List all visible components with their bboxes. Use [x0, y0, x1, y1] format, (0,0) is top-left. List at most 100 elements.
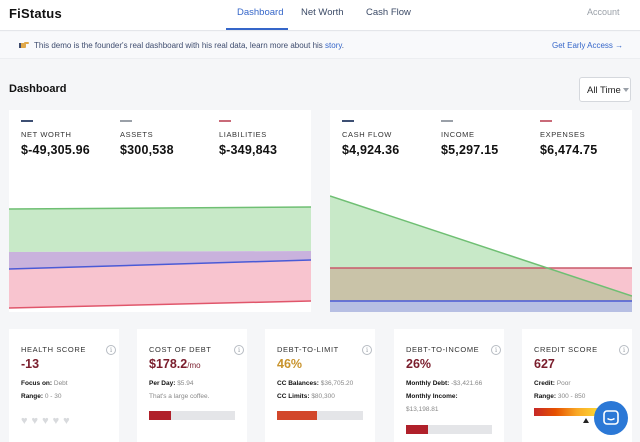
- debt-to-limit-title: DEBT-TO-LIMIT: [277, 345, 339, 354]
- cash-flow-chart[interactable]: [330, 110, 632, 312]
- account-link[interactable]: Account: [587, 7, 620, 17]
- chat-button[interactable]: [594, 401, 628, 435]
- health-focus-value: Debt: [53, 380, 68, 387]
- income-label: INCOME: [441, 130, 475, 139]
- cost-of-debt-card: COST OF DEBT i $178.2/mo Per Day: $5.94 …: [137, 329, 247, 442]
- income-legend-swatch: [441, 120, 453, 122]
- credit-score-card: CREDIT SCORE i 627 Credit: Poor Range: 3…: [522, 329, 632, 442]
- debt-to-income-card: DEBT-TO-INCOME i 26% Monthly Debt: -$3,4…: [394, 329, 504, 442]
- liabilities-label: LIABILITIES: [219, 130, 267, 139]
- cost-of-debt-progress-fill: [149, 411, 172, 420]
- cc-balances-value: $36,705.20: [320, 380, 354, 387]
- chat-bubble-icon: [603, 410, 619, 425]
- health-hearts: ♥ ♥ ♥ ♥ ♥: [21, 411, 74, 429]
- active-tab-indicator: [226, 28, 288, 30]
- tab-net-worth[interactable]: Net Worth: [301, 7, 344, 18]
- debt-to-limit-progress: [277, 411, 363, 420]
- liabilities-line: [9, 300, 311, 309]
- health-score-card: HEALTH SCORE i -13 Focus on: Debt Range:…: [9, 329, 119, 442]
- heart-icon: ♥: [52, 415, 60, 427]
- monthly-income-line: Monthly Income:: [406, 393, 458, 400]
- monthly-debt-line: Monthly Debt: -$3,421.66: [406, 380, 482, 387]
- monthly-income-value: $13,198.81: [406, 406, 439, 413]
- debt-to-income-progress: [406, 425, 492, 434]
- health-score-title: HEALTH SCORE: [21, 345, 86, 354]
- expenses-label: EXPENSES: [540, 130, 586, 139]
- health-range-value: 0 - 30: [44, 393, 62, 400]
- banner-message-end: .: [341, 41, 345, 50]
- banner-message: This demo is the founder's real dashboar…: [34, 41, 344, 50]
- time-range-value: All Time: [587, 85, 621, 96]
- net-worth-area: [9, 251, 311, 269]
- income-metric: INCOME $5,297.15: [441, 120, 541, 157]
- per-day-line: Per Day: $5.94: [149, 380, 193, 387]
- info-icon[interactable]: i: [619, 345, 629, 355]
- credit-score-title: CREDIT SCORE: [534, 345, 598, 354]
- health-range-label: Range:: [21, 393, 44, 400]
- income-line: [330, 195, 632, 297]
- expenses-metric: EXPENSES $6,474.75: [540, 120, 640, 157]
- assets-value: $300,538: [120, 143, 174, 157]
- credit-rating-label: Credit:: [534, 380, 555, 387]
- net-worth-card: NET WORTH $-49,305.96 ASSETS $300,538 LI…: [9, 110, 311, 312]
- heart-icon: ♥: [63, 415, 70, 427]
- assets-metric: ASSETS $300,538: [120, 120, 220, 157]
- assets-legend-swatch: [120, 120, 132, 122]
- info-icon[interactable]: i: [234, 345, 244, 355]
- debt-to-income-title: DEBT-TO-INCOME: [406, 345, 480, 354]
- per-day-value: $5.94: [177, 380, 194, 387]
- net-worth-value: $-49,305.96: [21, 143, 90, 157]
- debt-to-limit-progress-fill: [277, 411, 317, 420]
- credit-score-value: 627: [534, 357, 555, 371]
- health-focus-label: Focus on:: [21, 380, 53, 387]
- chevron-down-icon: [623, 88, 629, 92]
- monthly-income-label: Monthly Income:: [406, 393, 458, 400]
- story-link[interactable]: story: [325, 41, 342, 50]
- monthly-income-value-line: $13,198.81: [406, 406, 439, 413]
- cc-limits-line: CC Limits: $80,300: [277, 393, 335, 400]
- time-range-select[interactable]: All Time: [579, 77, 631, 102]
- cash-flow-label: CASH FLOW: [342, 130, 392, 139]
- get-early-access-link[interactable]: Get Early Access →: [552, 41, 624, 50]
- cc-balances-label: CC Balances:: [277, 380, 319, 387]
- cash-flow-area: [330, 301, 632, 312]
- per-day-label: Per Day:: [149, 380, 176, 387]
- debt-to-income-progress-fill: [406, 425, 429, 434]
- info-icon[interactable]: i: [106, 345, 116, 355]
- tab-dashboard[interactable]: Dashboard: [237, 7, 284, 18]
- heart-icon: ♥: [31, 415, 39, 427]
- liabilities-area: [9, 260, 311, 308]
- banner-message-text: This demo is the founder's real dashboar…: [34, 41, 326, 50]
- app-logo[interactable]: FiStatus: [9, 6, 62, 21]
- cash-flow-metric: CASH FLOW $4,924.36: [342, 120, 442, 157]
- page-title: Dashboard: [9, 83, 67, 95]
- credit-range-line: Range: 300 - 850: [534, 393, 585, 400]
- health-focus-line: Focus on: Debt: [21, 380, 68, 387]
- cc-limits-value: $80,300: [311, 393, 335, 400]
- cost-of-debt-note: That's a large coffee.: [149, 393, 210, 400]
- cc-balances-line: CC Balances: $36,705.20: [277, 380, 353, 387]
- assets-label: ASSETS: [120, 130, 154, 139]
- credit-range-label: Range:: [534, 393, 557, 400]
- cost-of-debt-amount: $178.2: [149, 357, 188, 371]
- cost-of-debt-value: $178.2/mo: [149, 357, 201, 371]
- cost-of-debt-unit: /mo: [187, 361, 201, 370]
- expenses-area: [330, 268, 632, 301]
- cash-flow-value: $4,924.36: [342, 143, 400, 157]
- assets-line: [9, 206, 311, 210]
- info-icon[interactable]: i: [362, 345, 372, 355]
- demo-banner: This demo is the founder's real dashboar…: [0, 32, 640, 59]
- expenses-value: $6,474.75: [540, 143, 598, 157]
- net-worth-chart[interactable]: [9, 110, 311, 312]
- cc-limits-label: CC Limits:: [277, 393, 310, 400]
- pointing-hand-icon: [19, 42, 29, 48]
- tab-cash-flow[interactable]: Cash Flow: [366, 7, 411, 18]
- liabilities-metric: LIABILITIES $-349,843: [219, 120, 319, 157]
- assets-area: [9, 207, 311, 252]
- info-icon[interactable]: i: [491, 345, 501, 355]
- net-worth-line: [9, 259, 311, 270]
- net-worth-legend-swatch: [21, 120, 33, 122]
- heart-icon: ♥: [42, 415, 49, 427]
- credit-score-gauge: [534, 408, 620, 416]
- cost-of-debt-title: COST OF DEBT: [149, 345, 212, 354]
